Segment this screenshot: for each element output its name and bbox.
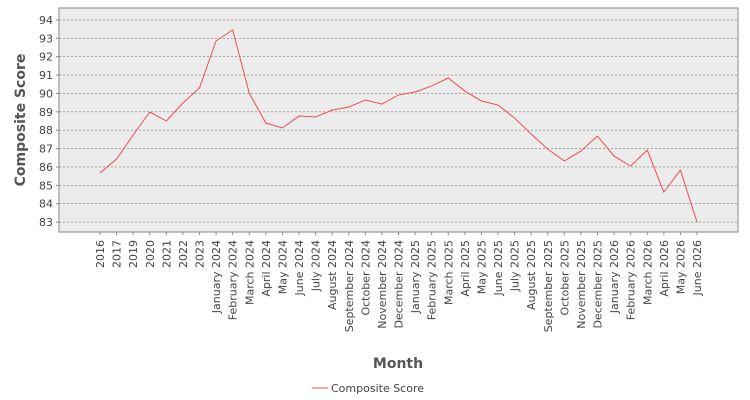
x-tick-label: April 2026 [658,240,671,297]
x-tick-label: 2019 [127,240,140,268]
x-tick-label: 2023 [194,240,207,268]
y-tick-label: 93 [39,32,53,45]
y-tick-label: 84 [39,198,53,211]
y-tick-label: 87 [39,143,53,156]
y-tick-label: 83 [39,216,53,229]
x-tick-label: February 2026 [625,240,638,320]
x-tick-label: August 2024 [326,240,339,310]
y-tick-label: 88 [39,124,53,137]
x-tick-label: March 2025 [442,240,455,305]
x-tick-label: 2020 [144,240,157,268]
y-tick-label: 94 [39,14,53,27]
x-tick-label: May 2025 [475,240,488,294]
x-tick-label: September 2025 [542,240,555,332]
plot-area [58,7,739,233]
y-tick-label: 89 [39,106,53,119]
x-tick-label: June 2026 [691,240,704,296]
x-tick-label: May 2024 [276,240,289,294]
x-tick-label: February 2024 [227,240,240,320]
y-axis-title: Composite Score [13,54,29,187]
y-tick-label: 85 [39,179,53,192]
x-tick-label: December 2025 [592,240,605,329]
x-tick-label: January 2024 [210,240,223,314]
line [99,29,698,223]
x-tick-label: January 2025 [409,240,422,314]
x-tick-label: October 2025 [558,240,571,316]
x-tick-label: 2022 [177,240,190,268]
x-tick-label: December 2024 [393,240,406,329]
x-tick-label: October 2024 [359,240,372,316]
y-tick-label: 86 [39,161,53,174]
x-tick-label: 2016 [94,240,107,268]
x-tick-label: March 2026 [641,240,654,305]
legend-label: Composite Score [331,382,424,395]
x-tick-label: July 2024 [310,240,323,292]
x-tick-label: 2021 [160,240,173,268]
y-tick-label: 90 [39,87,53,100]
x-axis-title: Month [373,356,423,372]
x-tick-label: January 2026 [608,240,621,314]
x-tick-label: 2017 [111,240,124,268]
x-tick-label: September 2024 [343,240,356,332]
x-tick-label: February 2025 [426,240,439,320]
y-tick-label: 92 [39,51,53,64]
x-tick-label: August 2025 [525,240,538,310]
y-tick-label: 91 [39,69,53,82]
x-tick-label: November 2025 [575,240,588,329]
x-tick-label: May 2026 [674,240,687,294]
x-tick-label: July 2025 [509,240,522,292]
x-tick-label: June 2024 [293,240,306,296]
x-tick-label: April 2025 [459,240,472,297]
x-tick-label: June 2025 [492,240,505,296]
x-tick-label: March 2024 [243,240,256,305]
x-tick-label: November 2024 [376,240,389,329]
x-tick-label: April 2024 [260,240,273,297]
